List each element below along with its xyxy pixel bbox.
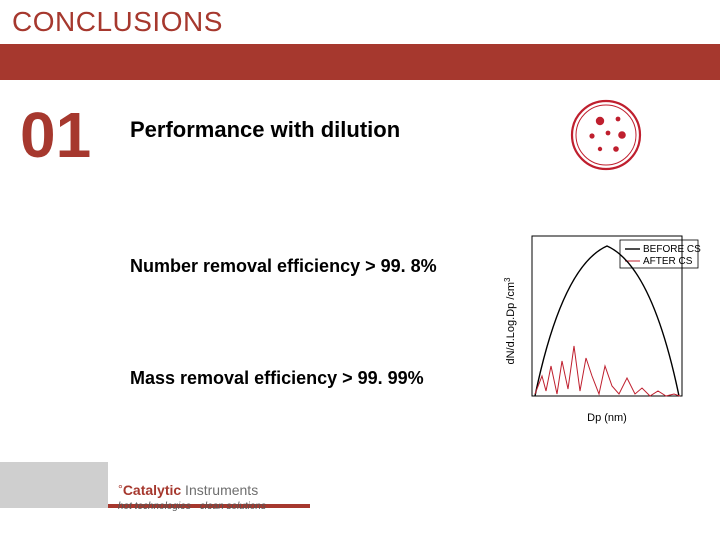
title-band: [0, 44, 720, 80]
svg-text:dN/d.Log.Dp /cm3: dN/d.Log.Dp /cm3: [503, 277, 517, 365]
svg-text:Dp (nm): Dp (nm): [587, 412, 627, 424]
logo-instruments: Instruments: [181, 482, 258, 498]
slide-title-text: CONCLUSIONS: [12, 6, 223, 37]
tagline-first: hot technologies: [118, 501, 191, 512]
slide-title: CONCLUSIONS: [12, 6, 223, 38]
section-heading: Performance with dilution: [130, 117, 400, 143]
tagline-second: clean solutions: [200, 501, 266, 512]
slide: CONCLUSIONS 01 Performance with dilution…: [0, 0, 720, 540]
company-logo: °Catalytic Instruments: [118, 483, 258, 498]
section-number: 01: [20, 103, 91, 167]
svg-text:AFTER CS: AFTER CS: [643, 256, 693, 267]
efficiency-chart: dN/d.Log.Dp /cm3 Dp (nm) BEFORE CS AFTER…: [502, 226, 720, 446]
petri-dish-icon: [570, 99, 642, 171]
logo-catalytic: Catalytic: [123, 482, 181, 498]
svg-text:BEFORE CS: BEFORE CS: [643, 244, 701, 255]
bullet-number-efficiency: Number removal efficiency > 99. 8%: [130, 256, 437, 277]
company-tagline: hot technologies clean solutions: [118, 501, 266, 512]
tagline-dot-icon: [194, 504, 197, 507]
footer-gray-block: [0, 462, 108, 508]
bullet-mass-efficiency: Mass removal efficiency > 99. 99%: [130, 368, 424, 389]
